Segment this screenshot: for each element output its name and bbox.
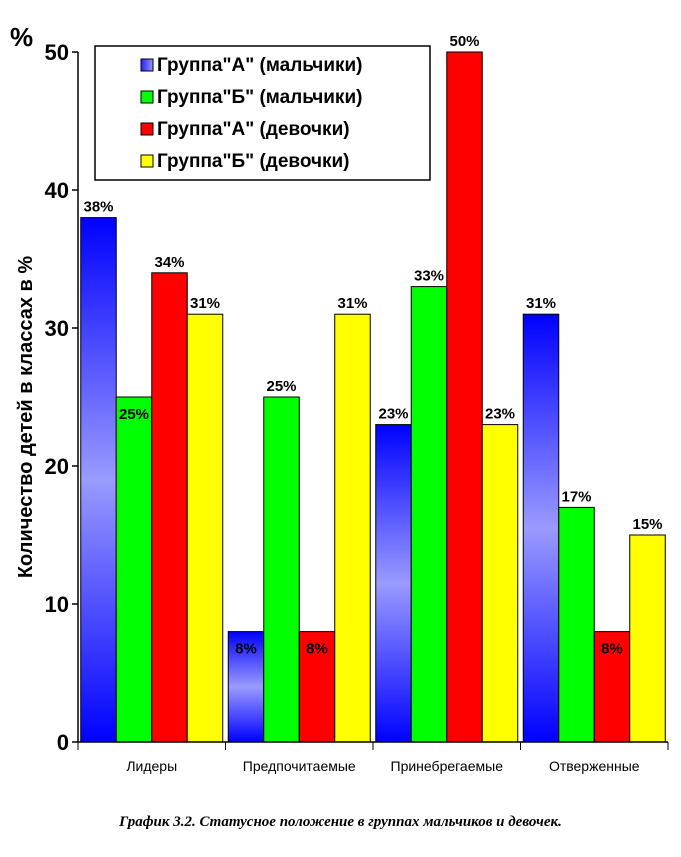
y-tick-label: 50 [45, 40, 69, 65]
bar-s1-c2 [227, 631, 265, 743]
legend-label: Группа"А" (девочки) [157, 119, 350, 140]
x-tick-label: Предпочитаемые [243, 758, 356, 774]
data-label: 23% [485, 406, 515, 423]
data-label: 17% [561, 488, 591, 505]
data-labels-layer: 38% 8% 23% 31% 25% 25% 33% 17% 34% 8% 50% 8% 31% 31% 2… [83, 33, 662, 658]
y-unit-symbol: % [10, 22, 33, 52]
legend-swatch [140, 90, 154, 104]
data-label: 34% [154, 254, 184, 271]
data-label: 31% [337, 295, 367, 312]
bar-s2-c3 [410, 286, 448, 743]
bar-s1-c4 [522, 313, 560, 743]
bars-layer [80, 51, 666, 743]
bar-chart: 0 10 20 30 40 50 Лидеры Предпочитаемые Принебрег… [10, 22, 669, 774]
y-axis-title: Количество детей в классах в % [15, 256, 37, 579]
bar-s4-c4 [629, 534, 666, 743]
bar-s4-c2 [334, 313, 371, 743]
legend-label: Группа"Б" (девочки) [157, 151, 350, 172]
legend-label: Группа"Б" (мальчики) [157, 87, 362, 108]
bar-s4-c3 [481, 424, 519, 743]
x-tick-label: Принебрегаемые [391, 758, 504, 774]
data-label: 8% [306, 641, 328, 658]
axes-layer: 0 10 20 30 40 50 Лидеры Предпочитаемые Принебрег… [10, 22, 669, 774]
bar-s3-c4 [593, 631, 631, 743]
x-tick-label: Лидеры [126, 758, 177, 774]
legend-swatch [140, 122, 154, 136]
legend-swatch [140, 58, 154, 72]
bar-s2-c4 [558, 506, 595, 743]
y-tick-label: 30 [45, 316, 69, 341]
bar-s1-c3 [375, 424, 412, 743]
data-label: 8% [235, 641, 257, 658]
x-tick-label: Отверженные [549, 758, 640, 774]
y-tick-label: 0 [57, 730, 69, 755]
data-label: 25% [119, 406, 149, 423]
bar-s2-c2 [263, 396, 300, 743]
legend: Группа"А" (мальчики) Группа"Б" (мальчики)… [94, 45, 431, 181]
bar-s2-c1 [115, 396, 153, 743]
data-label: 50% [449, 33, 479, 50]
bar-s4-c1 [186, 313, 224, 743]
y-tick-label: 40 [45, 178, 69, 203]
data-label: 25% [266, 378, 296, 395]
bar-s1-c1 [80, 217, 117, 743]
figure-caption: График 3.2. Статусное положение в группа… [119, 814, 562, 830]
data-label: 31% [526, 295, 556, 312]
data-label: 8% [601, 641, 623, 658]
data-label: 33% [414, 268, 444, 285]
legend-swatch [140, 154, 154, 168]
data-label: 38% [83, 199, 113, 216]
data-label: 23% [378, 406, 408, 423]
legend-label: Группа"А" (мальчики) [157, 55, 363, 76]
data-label: 15% [632, 516, 662, 533]
bar-s3-c1 [151, 272, 188, 743]
y-tick-label: 20 [45, 454, 69, 479]
bar-s3-c3 [446, 51, 483, 743]
y-tick-label: 10 [45, 592, 69, 617]
data-label: 31% [190, 295, 220, 312]
bar-s3-c2 [298, 631, 336, 743]
